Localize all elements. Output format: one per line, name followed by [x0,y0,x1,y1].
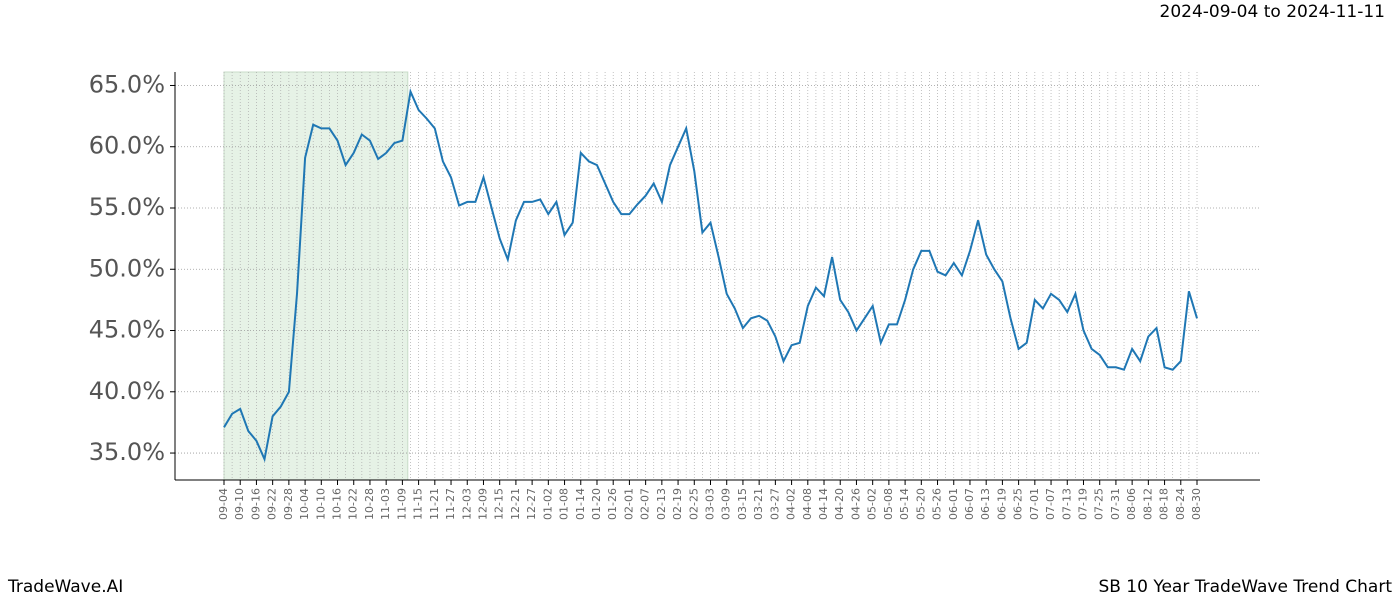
title-start: 2024-09-04 [1160,2,1259,22]
x-tick-label: 09-16 [249,488,262,520]
x-tick-label: 09-22 [266,488,279,520]
x-tick-label: 08-24 [1174,488,1187,520]
x-tick-label: 07-01 [1028,488,1041,520]
x-tick-label: 04-14 [817,488,830,520]
x-tick-label: 07-19 [1076,488,1089,520]
x-tick-label: 06-07 [963,488,976,520]
x-tick-label: 12-27 [525,488,538,520]
title-end: 2024-11-11 [1286,2,1385,22]
x-tick-label: 09-04 [217,488,230,520]
x-tick-label: 05-14 [898,488,911,520]
x-tick-label: 05-26 [931,488,944,520]
x-tick-label: 07-07 [1044,488,1057,520]
x-tick-label: 02-19 [671,488,684,520]
x-tick-label: 05-20 [914,488,927,520]
title-joiner: to [1264,2,1281,22]
x-tick-label: 11-09 [395,488,408,520]
x-tick-label: 09-28 [282,488,295,520]
y-tick-label: 45.0% [89,316,165,344]
x-tick-label: 05-02 [866,488,879,520]
x-tick-label: 09-10 [233,488,246,520]
y-tick-label: 55.0% [89,193,165,221]
x-tick-label: 11-27 [444,488,457,520]
x-tick-label: 11-03 [379,488,392,520]
y-tick-label: 35.0% [89,438,165,466]
x-tick-label: 04-26 [849,488,862,520]
data-line [223,88,1198,463]
x-tick-label: 07-31 [1109,488,1122,520]
footer-left: TradeWave.AI [7,577,123,597]
x-tick-label: 06-25 [1012,488,1025,520]
y-tick-label: 40.0% [89,377,165,405]
chart-title: 2024-09-04 to 2024-11-11 [1160,2,1385,22]
x-tick-label: 01-14 [574,488,587,520]
x-tick-label: 12-03 [460,488,473,520]
x-tick-label: 10-22 [347,488,360,520]
x-tick-label: 12-21 [509,488,522,520]
x-tick-label: 03-21 [752,488,765,520]
x-tick-label: 10-16 [331,488,344,520]
x-tick-label: 08-12 [1141,488,1154,520]
x-tick-label: 01-08 [558,488,571,520]
x-tick-label: 03-03 [704,488,717,520]
y-tick-label: 50.0% [89,254,165,282]
x-tick-label: 02-13 [655,488,668,520]
highlight-band [223,71,409,481]
x-tick-label: 12-09 [476,488,489,520]
x-tick-label: 01-26 [606,488,619,520]
y-tick-label: 65.0% [89,70,165,98]
x-tick-label: 10-04 [298,488,311,520]
y-tick-label: 60.0% [89,132,165,160]
x-tick-label: 10-10 [314,488,327,520]
x-tick-label: 02-07 [639,488,652,520]
footer-right: SB 10 Year TradeWave Trend Chart [1098,577,1392,597]
x-tick-label: 02-25 [687,488,700,520]
x-tick-label: 04-08 [801,488,814,520]
x-tick-label: 06-01 [947,488,960,520]
x-tick-label: 08-18 [1158,488,1171,520]
x-tick-label: 01-02 [541,488,554,520]
x-tick-label: 07-13 [1060,488,1073,520]
x-tick-label: 03-09 [720,488,733,520]
x-tick-label: 03-15 [736,488,749,520]
x-tick-label: 11-21 [428,488,441,520]
x-tick-label: 08-30 [1190,488,1203,520]
x-tick-label: 04-02 [785,488,798,520]
x-tick-label: 06-13 [979,488,992,520]
x-tick-label: 06-19 [995,488,1008,520]
x-tick-label: 03-27 [768,488,781,520]
x-tick-label: 08-06 [1125,488,1138,520]
x-tick-label: 10-28 [363,488,376,520]
x-tick-label: 12-15 [493,488,506,520]
x-tick-label: 01-20 [590,488,603,520]
x-tick-label: 05-08 [882,488,895,520]
x-tick-label: 11-15 [412,488,425,520]
x-tick-label: 04-20 [833,488,846,520]
x-tick-label: 07-25 [1093,488,1106,520]
x-tick-label: 02-01 [622,488,635,520]
